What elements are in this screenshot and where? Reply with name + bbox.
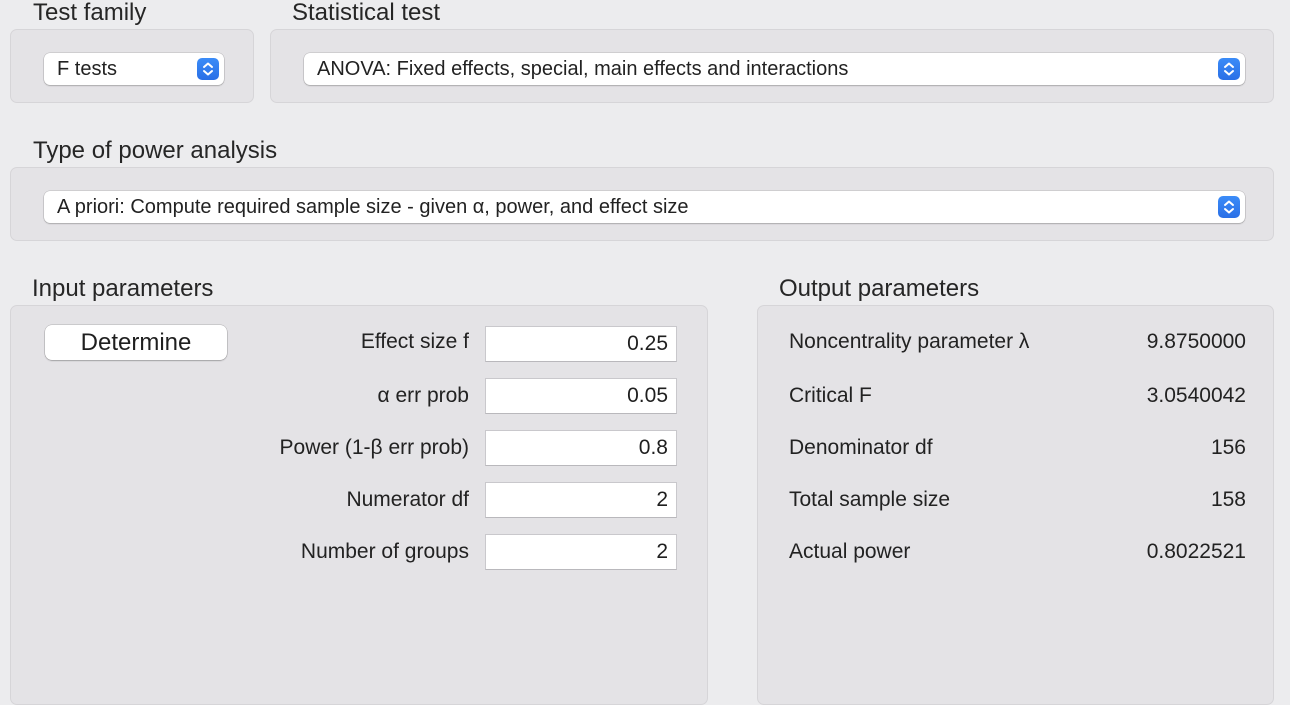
numerator-df-label: Numerator df: [346, 488, 469, 511]
power-field[interactable]: [485, 430, 677, 466]
test-family-select[interactable]: F tests: [44, 53, 224, 85]
power-analysis-panel: A priori: Compute required sample size -…: [10, 167, 1274, 241]
power-analysis-select[interactable]: A priori: Compute required sample size -…: [44, 191, 1245, 223]
critical-f-value: 3.0540042: [1146, 384, 1246, 407]
actual-power-value: 0.8022521: [1146, 540, 1246, 563]
test-family-value: F tests: [57, 58, 118, 80]
power-label: Power (1-β err prob): [279, 436, 469, 459]
power-analysis-label: Type of power analysis: [33, 137, 278, 164]
statistical-test-select[interactable]: ANOVA: Fixed effects, special, main effe…: [304, 53, 1245, 85]
chevron-up-down-icon[interactable]: [1218, 58, 1240, 80]
power-analysis-value: A priori: Compute required sample size -…: [57, 196, 689, 218]
number-of-groups-field[interactable]: [485, 534, 677, 570]
total-sample-size-label: Total sample size: [789, 488, 951, 511]
effect-size-field[interactable]: [485, 326, 677, 362]
actual-power-label: Actual power: [789, 540, 911, 563]
denominator-df-value: 156: [1210, 436, 1246, 459]
test-family-label: Test family: [33, 0, 147, 26]
number-of-groups-label: Number of groups: [300, 540, 469, 563]
alpha-err-prob-field[interactable]: [485, 378, 677, 414]
statistical-test-label: Statistical test: [292, 0, 441, 26]
statistical-test-value: ANOVA: Fixed effects, special, main effe…: [317, 58, 849, 80]
output-parameters-panel: [757, 305, 1274, 705]
input-parameters-label: Input parameters: [32, 275, 214, 302]
test-family-panel: F tests: [10, 29, 254, 103]
determine-button[interactable]: Determine: [45, 325, 227, 360]
chevron-up-down-icon[interactable]: [197, 58, 219, 80]
total-sample-size-value: 158: [1210, 488, 1246, 511]
critical-f-label: Critical F: [789, 384, 872, 407]
denominator-df-label: Denominator df: [789, 436, 933, 459]
numerator-df-field[interactable]: [485, 482, 677, 518]
chevron-up-down-icon[interactable]: [1218, 196, 1240, 218]
effect-size-label: Effect size f: [360, 330, 469, 353]
output-parameters-label: Output parameters: [779, 275, 980, 302]
noncentrality-value: 9.8750000: [1146, 330, 1246, 353]
noncentrality-label: Noncentrality parameter λ: [789, 330, 1030, 353]
statistical-test-panel: ANOVA: Fixed effects, special, main effe…: [270, 29, 1274, 103]
alpha-err-prob-label: α err prob: [377, 384, 469, 407]
